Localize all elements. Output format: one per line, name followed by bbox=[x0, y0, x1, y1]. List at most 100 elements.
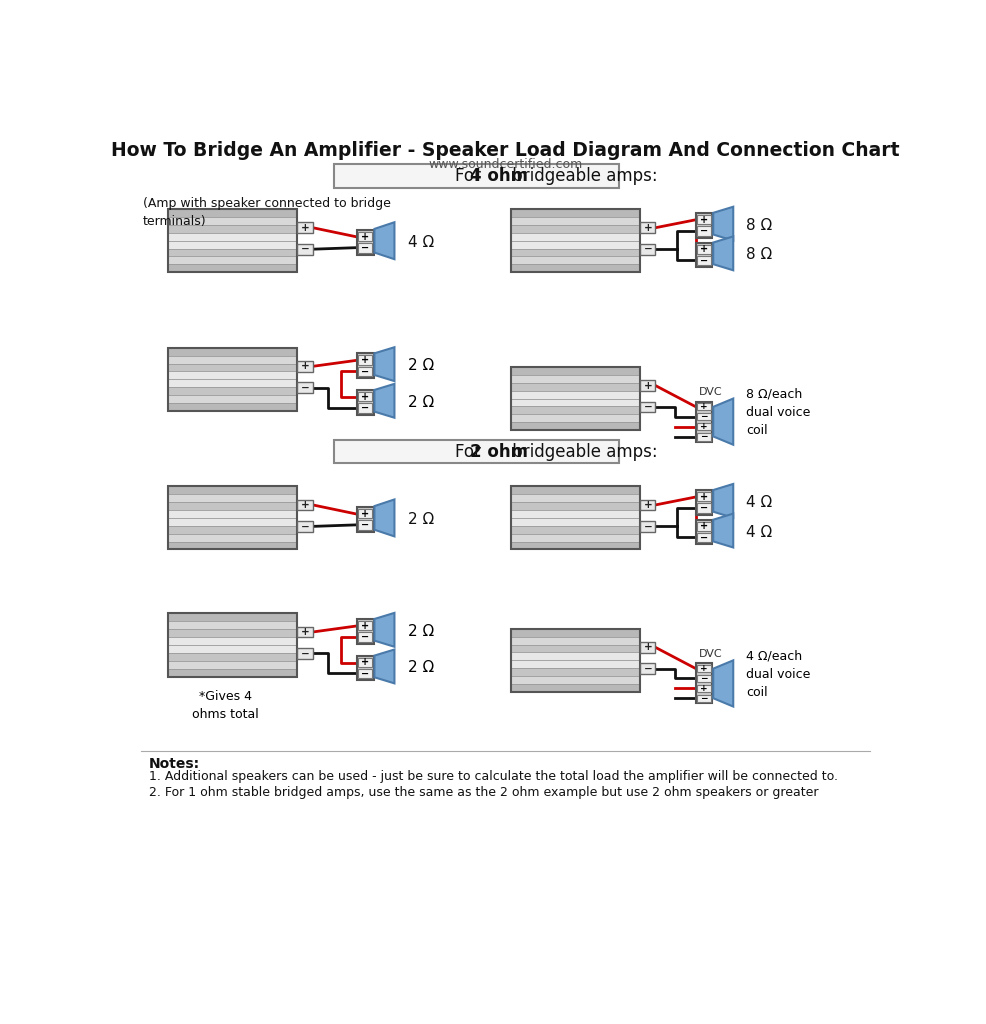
Bar bbox=[511, 209, 640, 217]
Bar bbox=[333, 440, 618, 463]
Bar bbox=[168, 348, 298, 355]
Bar bbox=[640, 222, 656, 233]
Polygon shape bbox=[375, 384, 394, 418]
Bar bbox=[168, 653, 298, 660]
Bar bbox=[511, 518, 640, 525]
Polygon shape bbox=[713, 660, 734, 707]
Polygon shape bbox=[713, 514, 734, 548]
Bar bbox=[511, 241, 640, 249]
Bar bbox=[168, 486, 298, 495]
Text: 8 Ω/each
dual voice
coil: 8 Ω/each dual voice coil bbox=[746, 388, 810, 437]
Bar bbox=[168, 629, 298, 637]
Bar bbox=[358, 621, 372, 631]
Bar bbox=[511, 367, 640, 375]
Polygon shape bbox=[375, 222, 394, 259]
Text: −: − bbox=[301, 383, 310, 393]
Polygon shape bbox=[713, 398, 734, 444]
Bar bbox=[357, 390, 374, 415]
Text: 2 ohm: 2 ohm bbox=[470, 442, 528, 461]
Bar bbox=[368, 232, 376, 249]
Bar bbox=[697, 504, 711, 513]
Text: +: + bbox=[700, 402, 708, 411]
Bar bbox=[168, 348, 298, 411]
Bar bbox=[697, 685, 711, 692]
Bar bbox=[368, 623, 376, 637]
Bar bbox=[168, 379, 298, 387]
Bar bbox=[358, 244, 372, 253]
Text: −: − bbox=[361, 520, 369, 530]
Text: +: + bbox=[700, 422, 708, 431]
Bar bbox=[695, 243, 713, 267]
Bar bbox=[640, 521, 656, 531]
Text: 2 Ω: 2 Ω bbox=[407, 624, 434, 639]
Bar bbox=[168, 225, 298, 232]
Bar bbox=[168, 518, 298, 525]
Bar bbox=[298, 500, 313, 510]
Bar bbox=[511, 525, 640, 534]
Text: −: − bbox=[700, 694, 708, 702]
Bar bbox=[511, 383, 640, 390]
Bar bbox=[368, 510, 376, 526]
Bar bbox=[168, 486, 298, 550]
Text: −: − bbox=[361, 403, 369, 413]
Bar bbox=[697, 665, 711, 673]
Bar bbox=[697, 226, 711, 236]
Text: +: + bbox=[301, 223, 310, 232]
Bar bbox=[640, 401, 656, 413]
Bar bbox=[695, 520, 713, 545]
Bar bbox=[697, 493, 711, 502]
Text: +: + bbox=[361, 231, 369, 242]
Text: 2 Ω: 2 Ω bbox=[407, 358, 434, 373]
Bar bbox=[168, 249, 298, 256]
Polygon shape bbox=[713, 207, 734, 241]
Bar bbox=[358, 355, 372, 365]
Bar bbox=[358, 669, 372, 678]
Bar bbox=[168, 660, 298, 669]
Text: +: + bbox=[644, 642, 652, 652]
Bar bbox=[511, 422, 640, 430]
Text: 2 Ω: 2 Ω bbox=[407, 512, 434, 527]
Bar bbox=[358, 633, 372, 642]
Bar bbox=[511, 684, 640, 692]
Bar bbox=[511, 415, 640, 422]
Bar bbox=[358, 403, 372, 413]
Bar bbox=[168, 355, 298, 364]
Bar bbox=[706, 673, 714, 693]
Text: −: − bbox=[644, 664, 652, 674]
Bar bbox=[168, 232, 298, 241]
Bar bbox=[640, 500, 656, 510]
Text: +: + bbox=[700, 684, 708, 693]
Bar bbox=[511, 367, 640, 430]
Bar bbox=[357, 353, 374, 378]
Text: +: + bbox=[644, 381, 652, 390]
Bar bbox=[511, 676, 640, 684]
Text: −: − bbox=[361, 632, 369, 642]
Text: 4 Ω: 4 Ω bbox=[407, 234, 434, 250]
Text: −: − bbox=[301, 648, 310, 658]
Text: +: + bbox=[644, 500, 652, 510]
Polygon shape bbox=[713, 237, 734, 270]
Bar bbox=[168, 387, 298, 395]
Bar bbox=[695, 490, 713, 515]
Text: 2 Ω: 2 Ω bbox=[407, 660, 434, 676]
Text: DVC: DVC bbox=[699, 387, 722, 397]
Bar bbox=[697, 534, 711, 543]
Text: −: − bbox=[700, 532, 708, 543]
Bar bbox=[511, 264, 640, 272]
Bar bbox=[706, 246, 714, 261]
Text: −: − bbox=[301, 521, 310, 531]
Bar bbox=[511, 629, 640, 637]
Bar bbox=[168, 217, 298, 225]
Bar bbox=[358, 520, 372, 529]
Bar bbox=[697, 423, 711, 430]
Bar bbox=[511, 502, 640, 510]
Bar bbox=[640, 244, 656, 255]
Bar bbox=[168, 403, 298, 411]
Bar bbox=[511, 209, 640, 272]
Bar bbox=[168, 542, 298, 550]
Bar bbox=[168, 364, 298, 372]
Polygon shape bbox=[375, 500, 394, 537]
Text: +: + bbox=[301, 500, 310, 510]
Bar bbox=[511, 486, 640, 495]
Bar bbox=[511, 644, 640, 652]
